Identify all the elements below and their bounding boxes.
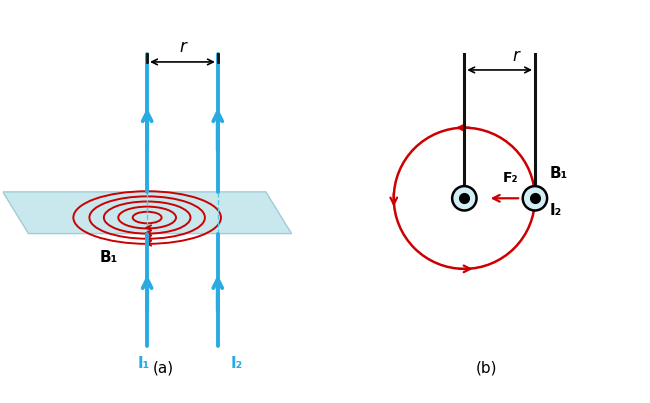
Text: F₂: F₂ [502,171,518,185]
Text: r: r [179,38,186,56]
Text: B₁: B₁ [549,166,567,181]
Text: r: r [512,47,519,65]
Text: I₂: I₂ [549,203,562,218]
Text: (b): (b) [476,360,497,375]
Text: I₂: I₂ [231,355,243,370]
Polygon shape [3,192,292,234]
Circle shape [452,186,476,210]
Text: (a): (a) [153,360,174,375]
Text: B₁: B₁ [99,249,118,265]
Text: I₁: I₁ [138,355,150,370]
Circle shape [523,186,547,210]
